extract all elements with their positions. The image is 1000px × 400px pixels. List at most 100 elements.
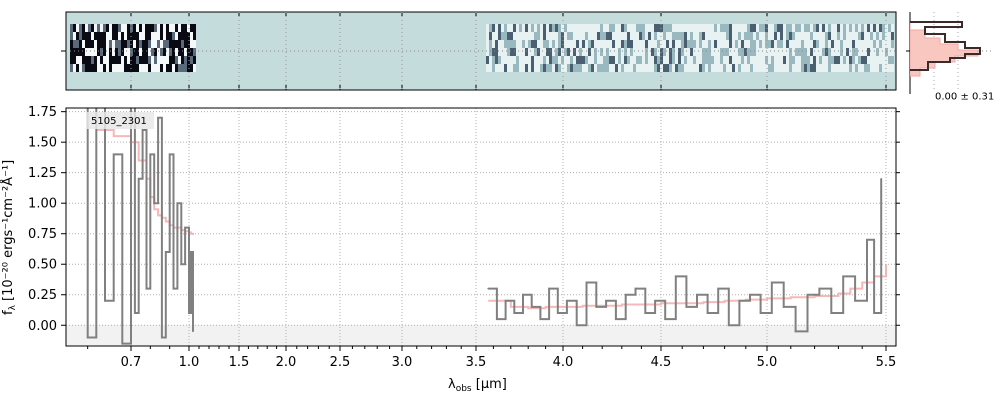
spectrum-2d-pixel: [645, 48, 648, 56]
data-point: [794, 330, 797, 333]
spectrum-2d-pixel: [510, 64, 513, 72]
spectrum-2d-pixel: [582, 48, 585, 56]
spectrum-2d-pixel: [546, 64, 549, 72]
spectrum-2d-pixel: [91, 40, 94, 48]
spectrum-2d-pixel: [696, 32, 699, 40]
spectrum-2d-pixel: [621, 56, 624, 64]
spectrum-2d-pixel: [540, 40, 543, 48]
spectrum-2d-pixel: [549, 32, 552, 40]
spectrum-2d-pixel: [193, 56, 196, 64]
spectrum-2d-pixel: [579, 64, 582, 72]
spectrum-2d-pixel: [172, 64, 175, 72]
y-tick-label: 0.00: [28, 319, 57, 334]
spectrum-2d-pixel: [636, 32, 639, 40]
spectrum-2d-pixel: [504, 64, 507, 72]
spectrum-2d-pixel: [873, 56, 876, 64]
spectrum-2d-pixel: [645, 32, 648, 40]
spectrum-2d-pixel: [582, 64, 585, 72]
spectrum-2d-pixel: [852, 40, 855, 48]
spectrum-2d-pixel: [807, 32, 810, 40]
spectrum-2d-pixel: [163, 48, 166, 56]
spectrum-2d-pixel: [582, 40, 585, 48]
spectrum-2d-pixel: [154, 32, 157, 40]
spectrum-2d-pixel: [106, 64, 109, 72]
spectrum-2d-pixel: [669, 24, 672, 32]
spectrum-2d-pixel: [486, 48, 489, 56]
spectrum-2d-pixel: [591, 32, 594, 40]
spectrum-2d-pixel: [88, 32, 91, 40]
spectrum-2d-pixel: [154, 24, 157, 32]
spectrum-2d-pixel: [843, 40, 846, 48]
spectrum-2d-pixel: [133, 48, 136, 56]
spectrum-2d-pixel: [124, 40, 127, 48]
spectrum-2d-pixel: [798, 32, 801, 40]
data-point: [145, 287, 148, 290]
spectrum-2d-pixel: [492, 32, 495, 40]
spectrum-2d-pixel: [558, 64, 561, 72]
spectrum-2d-pixel: [573, 40, 576, 48]
spectrum-2d-pixel: [139, 48, 142, 56]
spectrum-2d-pixel: [172, 56, 175, 64]
spectrum-2d-pixel: [693, 64, 696, 72]
spectrum-2d-pixel: [157, 64, 160, 72]
spectrum-2d-pixel: [507, 40, 510, 48]
spectrum-2d-pixel: [525, 40, 528, 48]
spectrum-2d-pixel: [876, 40, 879, 48]
data-series: [86, 108, 883, 345]
spectrum-2d-pixel: [627, 32, 630, 40]
spectrum-2d-pixel: [630, 32, 633, 40]
spectrum-2d-pixel: [789, 48, 792, 56]
spectrum-2d-pixel: [552, 40, 555, 48]
spectrum-2d-pixel: [519, 24, 522, 32]
spectrum-2d-strip-right: [486, 24, 894, 72]
spectrum-2d-pixel: [73, 24, 76, 32]
spectrum-2d-pixel: [888, 56, 891, 64]
spectrum-2d-pixel: [603, 56, 606, 64]
spectrum-2d-pixel: [858, 64, 861, 72]
spectrum-2d-pixel: [486, 56, 489, 64]
spectrum-2d-pixel: [142, 56, 145, 64]
spectrum-2d-pixel: [184, 48, 187, 56]
y-tick-label: 0.50: [28, 258, 57, 273]
spectrum-2d-pixel: [504, 56, 507, 64]
spectrum-2d-pixel: [723, 56, 726, 64]
spectrum-2d-pixel: [91, 56, 94, 64]
spectrum-2d-pixel: [735, 24, 738, 32]
data-point: [717, 287, 720, 290]
spectrum-2d-pixel: [555, 24, 558, 32]
spectrum-2d-pixel: [570, 32, 573, 40]
spectrum-2d-pixel: [136, 48, 139, 56]
data-point: [112, 153, 115, 156]
spectrum-2d-pixel: [792, 48, 795, 56]
spectrum-2d-pixel: [825, 24, 828, 32]
spectrum-2d-pixel: [510, 56, 513, 64]
spectrum-2d-pixel: [759, 56, 762, 64]
spectrum-2d-pixel: [588, 56, 591, 64]
spectrum-2d-pixel: [82, 32, 85, 40]
spectrum-2d-pixel: [807, 64, 810, 72]
spectrum-2d-pixel: [543, 48, 546, 56]
spectrum-2d-pixel: [702, 32, 705, 40]
spectrum-2d-pixel: [513, 40, 516, 48]
spectrum-2d-pixel: [816, 40, 819, 48]
spectrum-2d-pixel: [696, 56, 699, 64]
spectrum-2d-pixel: [888, 32, 891, 40]
spectrum-2d-pixel: [672, 24, 675, 32]
data-point: [141, 129, 144, 131]
spectrum-2d-pixel: [666, 32, 669, 40]
spectrum-2d-pixel: [717, 64, 720, 72]
spectrum-2d-pixel: [846, 32, 849, 40]
spectrum-2d-pixel: [864, 40, 867, 48]
spectrum-2d-pixel: [654, 56, 657, 64]
spectrum-2d-pixel: [663, 48, 666, 56]
data-point: [644, 312, 647, 314]
spectrum-2d-pixel: [115, 32, 118, 40]
spectrum-2d-pixel: [534, 32, 537, 40]
data-point: [161, 336, 163, 339]
spectrum-2d-pixel: [873, 48, 876, 56]
spectrum-2d-pixel: [675, 32, 678, 40]
spectrum-2d-pixel: [669, 48, 672, 56]
spectrum-2d-pixel: [828, 40, 831, 48]
spectrum-2d-pixel: [106, 56, 109, 64]
